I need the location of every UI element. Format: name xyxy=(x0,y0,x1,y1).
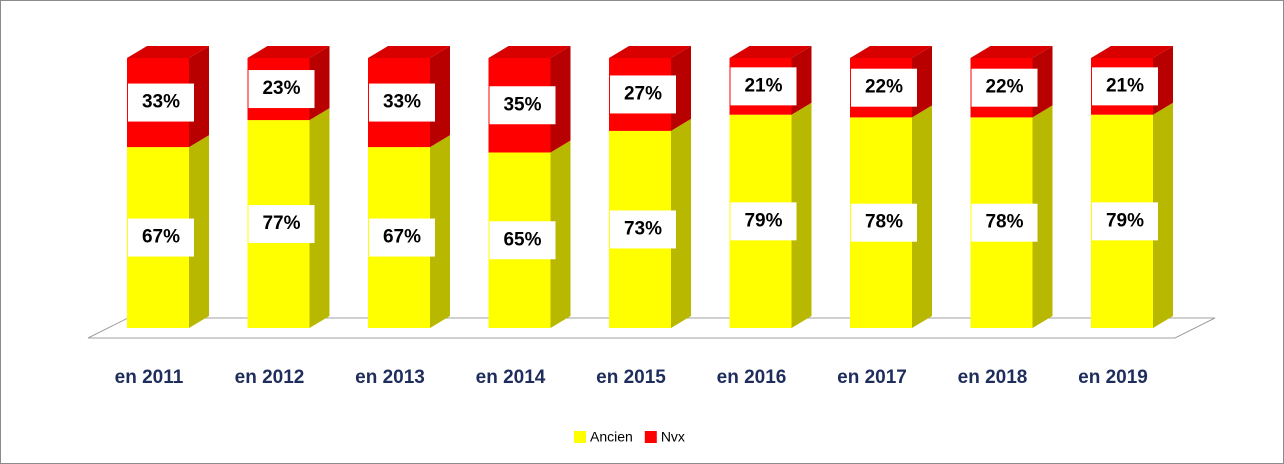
bar-top xyxy=(609,46,691,58)
data-label: 21% xyxy=(1106,75,1144,96)
bar-side xyxy=(430,46,450,148)
data-label: 21% xyxy=(744,75,782,96)
bar-top xyxy=(247,46,330,58)
data-label-box xyxy=(128,218,194,257)
bar-top xyxy=(1091,46,1173,58)
data-label: 77% xyxy=(262,213,300,234)
data-label: 79% xyxy=(1106,210,1144,231)
x-tick-label: en 2019 xyxy=(1078,367,1148,388)
x-tick-label: en 2013 xyxy=(355,367,425,388)
bar-top xyxy=(850,46,932,58)
bar-side xyxy=(1032,105,1053,329)
floor xyxy=(87,317,1216,339)
bar-side xyxy=(791,102,812,328)
data-label-box xyxy=(851,203,917,242)
data-label: 67% xyxy=(142,227,180,248)
data-label-box xyxy=(610,210,676,249)
data-label-box xyxy=(369,218,435,257)
legend-swatch xyxy=(644,431,657,443)
x-tick-label: en 2015 xyxy=(596,367,666,388)
data-label-box xyxy=(489,86,556,125)
data-label-box xyxy=(730,67,797,106)
data-label: 67% xyxy=(383,227,421,248)
legend-swatch xyxy=(574,431,586,443)
x-tick-label: en 2017 xyxy=(837,367,907,388)
legend-label: Ancien xyxy=(590,429,633,445)
data-label-box xyxy=(851,68,917,107)
data-label-box xyxy=(971,68,1038,107)
bar-side xyxy=(189,46,209,148)
data-label: 35% xyxy=(503,94,541,115)
bar-top xyxy=(488,46,571,58)
data-label-box xyxy=(971,203,1038,242)
bar-top xyxy=(368,46,450,58)
data-label: 73% xyxy=(624,218,662,239)
x-tick-label: en 2016 xyxy=(717,367,787,388)
data-label-box xyxy=(489,221,556,260)
data-label-box xyxy=(730,202,797,241)
bar-side xyxy=(671,118,691,329)
x-tick-label: en 2018 xyxy=(958,367,1028,388)
bar-top xyxy=(970,46,1053,58)
data-label-box xyxy=(248,70,315,109)
data-label: 65% xyxy=(503,229,541,250)
data-label: 27% xyxy=(624,83,662,104)
data-label-box xyxy=(610,75,676,114)
data-label: 78% xyxy=(865,212,903,233)
bar-side xyxy=(550,140,571,328)
data-label: 79% xyxy=(744,210,782,231)
data-label-box xyxy=(248,205,315,244)
data-label: 33% xyxy=(383,92,421,113)
x-tick-label: en 2014 xyxy=(476,367,546,388)
data-label-box xyxy=(128,83,194,122)
bar-side xyxy=(189,135,209,328)
data-label: 22% xyxy=(985,77,1023,98)
bar-top xyxy=(729,46,812,58)
legend-label: Nvx xyxy=(661,429,685,445)
data-label: 78% xyxy=(985,212,1023,233)
bar-side xyxy=(1153,102,1173,328)
data-label-box xyxy=(1092,67,1158,106)
x-tick-label: en 2011 xyxy=(115,367,184,388)
data-label-box xyxy=(369,83,435,122)
data-label: 33% xyxy=(142,92,180,113)
data-label: 23% xyxy=(262,78,300,99)
data-label: 22% xyxy=(865,77,903,98)
bar-side xyxy=(550,46,571,153)
bar-side xyxy=(912,105,932,329)
bar-top xyxy=(127,46,209,58)
bar-side xyxy=(430,135,450,328)
data-label-box xyxy=(1092,202,1158,241)
bar-side xyxy=(309,108,330,328)
x-tick-label: en 2012 xyxy=(235,367,305,388)
